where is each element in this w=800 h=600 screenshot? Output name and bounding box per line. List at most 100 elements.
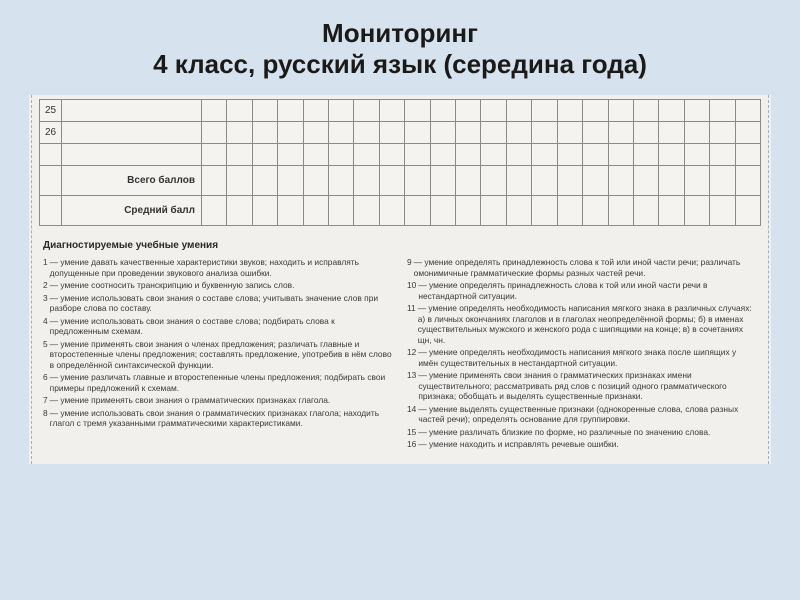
score-cell xyxy=(456,100,481,122)
score-cell xyxy=(735,122,760,144)
skill-text: — умение применять свои знания о членах … xyxy=(50,339,393,371)
summary-cell xyxy=(227,166,252,196)
summary-cell xyxy=(329,166,354,196)
score-cell xyxy=(532,100,557,122)
skill-item: 16 — умение находить и исправлять речевы… xyxy=(407,439,757,450)
score-cell xyxy=(710,144,735,166)
skill-item: 12 — умение определять необходимость нап… xyxy=(407,347,757,368)
summary-label: Средний балл xyxy=(62,196,202,226)
skill-item: 9 — умение определять принадлежность сло… xyxy=(407,257,757,278)
skill-text: — умение использовать свои знания о сост… xyxy=(50,316,393,337)
skills-heading: Диагностируемые учебные умения xyxy=(43,240,757,251)
score-cell xyxy=(379,100,404,122)
score-cell xyxy=(735,144,760,166)
score-cell xyxy=(659,144,684,166)
score-cell xyxy=(202,100,227,122)
score-cell xyxy=(735,100,760,122)
summary-cell xyxy=(710,166,735,196)
score-cell xyxy=(329,122,354,144)
summary-cell xyxy=(608,196,633,226)
document-scan: 2526Всего балловСредний балл Диагностиру… xyxy=(28,94,772,465)
summary-cell xyxy=(405,196,430,226)
score-cell xyxy=(684,100,709,122)
summary-cell xyxy=(481,196,506,226)
skill-item: 10 — умение определять принадлежность сл… xyxy=(407,280,757,301)
skill-number: 4 xyxy=(43,316,48,337)
summary-cell xyxy=(659,196,684,226)
score-cell xyxy=(303,100,328,122)
score-cell xyxy=(481,100,506,122)
skill-text: — умение определять необходимость написа… xyxy=(418,347,757,368)
summary-cell xyxy=(456,166,481,196)
summary-cell xyxy=(430,166,455,196)
score-cell xyxy=(430,144,455,166)
score-cell xyxy=(633,122,658,144)
score-cell xyxy=(303,122,328,144)
score-cell xyxy=(252,100,277,122)
score-cell xyxy=(329,144,354,166)
summary-cell xyxy=(329,196,354,226)
score-cell xyxy=(481,144,506,166)
summary-cell xyxy=(659,166,684,196)
skill-number: 10 xyxy=(407,280,416,301)
row-number-cell: 25 xyxy=(40,100,62,122)
skill-number: 16 xyxy=(407,439,416,450)
score-cell xyxy=(329,100,354,122)
score-cell xyxy=(405,100,430,122)
summary-cell xyxy=(202,196,227,226)
summary-cell xyxy=(252,166,277,196)
score-cell xyxy=(557,144,582,166)
score-cell xyxy=(633,144,658,166)
slide-header: Мониторинг 4 класс, русский язык (середи… xyxy=(0,0,800,94)
title-line-2: 4 класс, русский язык (середина года) xyxy=(10,49,790,80)
summary-cell xyxy=(379,196,404,226)
skill-text: — умение определять принадлежность слова… xyxy=(414,257,757,278)
score-cell xyxy=(354,100,379,122)
score-cell xyxy=(430,122,455,144)
skill-text: — умение применять свои знания о граммат… xyxy=(50,395,393,406)
score-cell xyxy=(379,144,404,166)
summary-cell xyxy=(735,166,760,196)
skill-number: 5 xyxy=(43,339,48,371)
score-cell xyxy=(278,144,303,166)
skill-item: 2 — умение соотносить транскрипцию и бук… xyxy=(43,280,393,291)
summary-cell xyxy=(430,196,455,226)
summary-cell xyxy=(532,166,557,196)
skill-item: 3 — умение использовать свои знания о со… xyxy=(43,293,393,314)
skill-number: 9 xyxy=(407,257,412,278)
row-number-cell xyxy=(40,144,62,166)
score-cell xyxy=(354,144,379,166)
score-cell xyxy=(405,144,430,166)
score-cell xyxy=(456,122,481,144)
skill-item: 6 — умение различать главные и второстеп… xyxy=(43,372,393,393)
score-cell xyxy=(456,144,481,166)
score-table: 2526Всего балловСредний балл xyxy=(39,99,761,226)
summary-cell xyxy=(735,196,760,226)
summary-cell xyxy=(481,166,506,196)
score-cell xyxy=(278,100,303,122)
skill-number: 3 xyxy=(43,293,48,314)
summary-cell xyxy=(202,166,227,196)
summary-cell xyxy=(354,166,379,196)
score-cell xyxy=(202,144,227,166)
skill-item: 15 — умение различать близкие по форме, … xyxy=(407,427,757,438)
skill-item: 1 — умение давать качественные характери… xyxy=(43,257,393,278)
score-cell xyxy=(583,100,608,122)
score-cell xyxy=(659,122,684,144)
score-cell xyxy=(227,100,252,122)
skill-number: 2 xyxy=(43,280,48,291)
score-cell xyxy=(608,144,633,166)
summary-cell xyxy=(506,196,531,226)
score-cell xyxy=(227,144,252,166)
score-cell xyxy=(506,144,531,166)
score-cell xyxy=(557,100,582,122)
score-cell xyxy=(430,100,455,122)
summary-cell xyxy=(684,166,709,196)
summary-cell xyxy=(354,196,379,226)
score-cell xyxy=(608,122,633,144)
skill-text: — умение давать качественные характерист… xyxy=(50,257,393,278)
skill-text: — умение выделять существенные признаки … xyxy=(418,404,757,425)
score-cell xyxy=(583,144,608,166)
skill-number: 12 xyxy=(407,347,416,368)
skill-item: 5 — умение применять свои знания о члена… xyxy=(43,339,393,371)
